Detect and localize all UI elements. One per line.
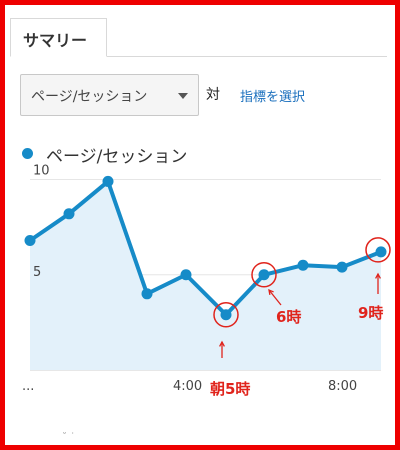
annotation-arrowhead [219, 340, 225, 347]
tab-underline [105, 56, 387, 57]
chevron-down-icon [178, 93, 188, 99]
metric-select-value: ページ/セッション [31, 89, 148, 105]
tab-summary[interactable]: サマリー [10, 18, 107, 57]
y-tick-label: 10 [33, 164, 50, 179]
series-line [28, 179, 383, 317]
annotation-circle [251, 262, 277, 288]
data-point [258, 269, 270, 281]
cropped-content: ˘ ˙ [62, 432, 76, 443]
annotation-circle [365, 237, 391, 263]
data-point [297, 259, 309, 271]
legend-dot-icon [22, 148, 33, 159]
data-point [102, 175, 114, 187]
data-point [375, 246, 387, 258]
select-metric-link[interactable]: 指標を選択 [240, 90, 306, 105]
vs-label: 対 [206, 87, 220, 103]
legend-label: ページ/セッション [46, 147, 188, 167]
annotation-arrowhead [268, 288, 274, 296]
x-tick-label: ... [22, 379, 34, 394]
x-tick-label: 4:00 [173, 379, 202, 394]
data-point [24, 234, 36, 246]
y-tick-label: 5 [33, 265, 41, 280]
data-point [180, 269, 192, 281]
annotation-arrowhead [375, 272, 381, 279]
annotation-circle [213, 302, 239, 328]
data-point [63, 208, 75, 220]
series-area [30, 181, 381, 370]
metric-select-dropdown[interactable]: ページ/セッション [20, 74, 199, 116]
x-tick-label: 8:00 [328, 379, 357, 394]
data-point [336, 261, 348, 273]
annotation-arrow [268, 289, 282, 306]
annotation-label: 朝5時 [210, 380, 250, 398]
data-point [141, 288, 153, 300]
annotation-label: 6時 [276, 308, 301, 326]
data-point [220, 309, 232, 321]
tab-bar: サマリー [5, 5, 395, 57]
annotation-label: 9時 [358, 304, 383, 322]
